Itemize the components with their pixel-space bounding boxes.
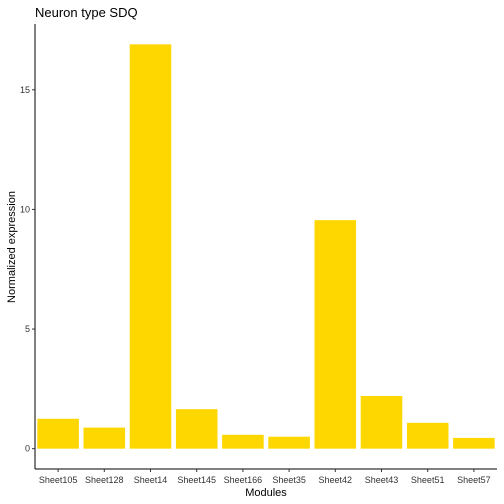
x-tick-label: Sheet42 [319,475,353,485]
bar-sheet145 [175,409,218,449]
x-axis-ticks: Sheet105 Sheet128 Sheet14 Sheet145 Sheet166 S… [39,469,491,485]
x-tick-label: Sheet128 [85,475,124,485]
bar-sheet14 [129,44,172,449]
bar-sheet35 [268,436,310,449]
x-axis-title: Modules [245,487,287,499]
y-axis-title: Normalized expression [6,191,18,303]
bar-sheet43 [360,396,403,449]
bar-sheet51 [406,422,449,449]
bars-group [37,44,495,449]
x-tick-label: Sheet166 [224,475,263,485]
bar-sheet166 [222,434,264,449]
x-tick-label: Sheet14 [134,475,168,485]
bar-sheet42 [314,220,357,449]
y-tick-label: 15 [20,85,30,95]
y-tick-label: 10 [20,204,30,214]
bar-sheet128 [83,427,126,449]
x-tick-label: Sheet145 [177,475,216,485]
x-tick-label: Sheet43 [365,475,399,485]
y-tick-label: 5 [25,324,30,334]
y-tick-label: 0 [25,444,30,454]
chart-title: Neuron type SDQ [35,5,138,20]
x-tick-label: Sheet35 [272,475,306,485]
x-tick-label: Sheet57 [457,475,491,485]
x-tick-label: Sheet51 [411,475,445,485]
bar-sheet57 [453,437,495,449]
bar-sheet105 [37,418,79,449]
y-axis-ticks: 0 5 10 15 [20,85,35,454]
x-tick-label: Sheet105 [39,475,78,485]
